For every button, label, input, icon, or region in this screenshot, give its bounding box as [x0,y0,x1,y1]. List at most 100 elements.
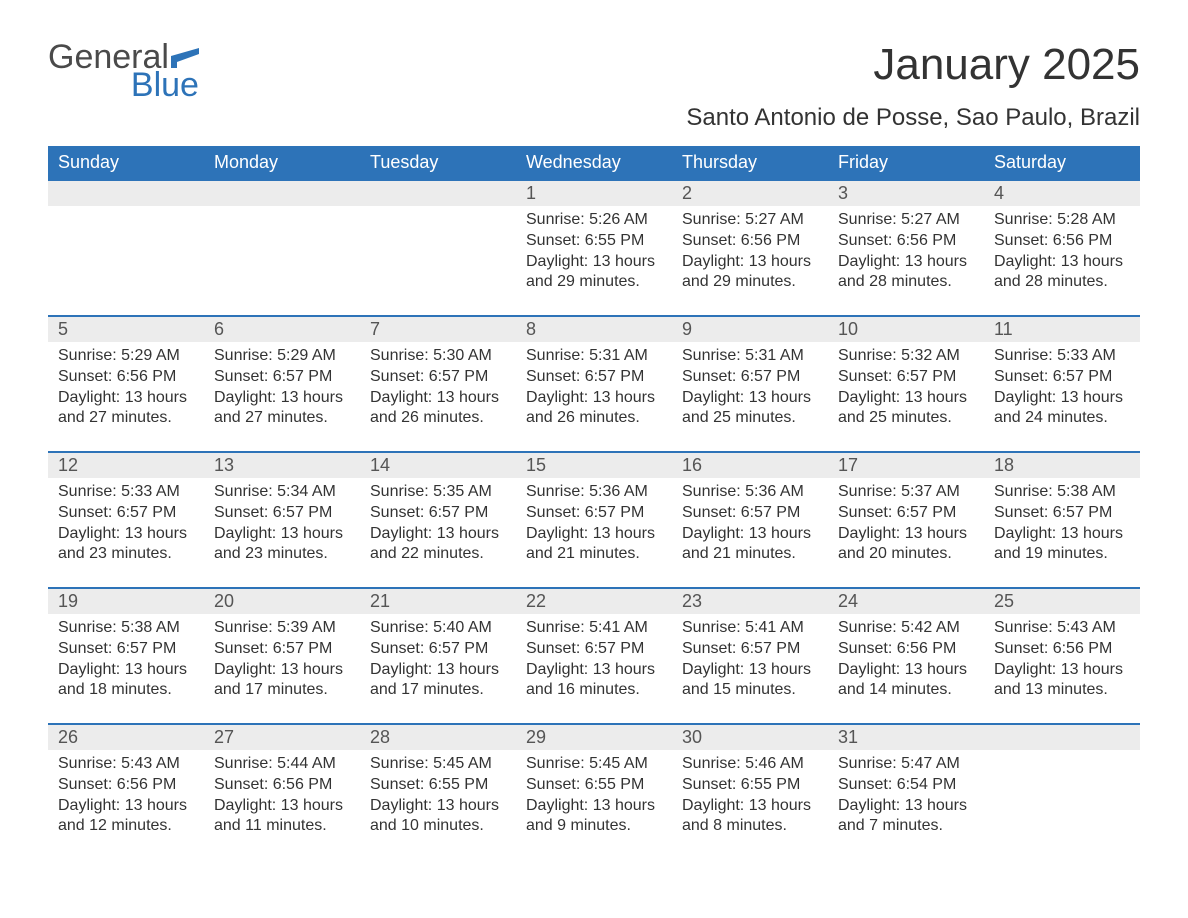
sunrise-text: Sunrise: 5:47 AM [838,754,974,775]
day-content-cell: Sunrise: 5:31 AMSunset: 6:57 PMDaylight:… [516,342,672,452]
day-content-cell: Sunrise: 5:43 AMSunset: 6:56 PMDaylight:… [984,614,1140,724]
sunset-text: Sunset: 6:57 PM [58,503,194,524]
day-number-cell: 24 [828,588,984,614]
day-content-cell: Sunrise: 5:36 AMSunset: 6:57 PMDaylight:… [516,478,672,588]
day-number-cell [984,724,1140,750]
day-number-cell: 7 [360,316,516,342]
daylight-text: Daylight: 13 hours and 7 minutes. [838,796,974,838]
day-number-cell: 11 [984,316,1140,342]
daylight-text: Daylight: 13 hours and 22 minutes. [370,524,506,566]
daylight-text: Daylight: 13 hours and 15 minutes. [682,660,818,702]
sunrise-text: Sunrise: 5:27 AM [838,210,974,231]
weekday-header: Tuesday [360,146,516,180]
weekday-header: Saturday [984,146,1140,180]
daylight-text: Daylight: 13 hours and 26 minutes. [526,388,662,430]
day-content-cell: Sunrise: 5:38 AMSunset: 6:57 PMDaylight:… [984,478,1140,588]
day-content-cell [984,750,1140,860]
weekday-header: Friday [828,146,984,180]
day-number-cell: 25 [984,588,1140,614]
sunrise-text: Sunrise: 5:35 AM [370,482,506,503]
day-content-cell [204,206,360,316]
day-number-cell: 19 [48,588,204,614]
sunrise-text: Sunrise: 5:40 AM [370,618,506,639]
day-number-cell: 5 [48,316,204,342]
day-content-cell: Sunrise: 5:46 AMSunset: 6:55 PMDaylight:… [672,750,828,860]
day-number-cell: 9 [672,316,828,342]
sunrise-text: Sunrise: 5:39 AM [214,618,350,639]
flag-icon [171,48,199,68]
day-content-row: Sunrise: 5:29 AMSunset: 6:56 PMDaylight:… [48,342,1140,452]
sunset-text: Sunset: 6:56 PM [994,639,1130,660]
day-number-cell: 3 [828,180,984,206]
sunrise-text: Sunrise: 5:34 AM [214,482,350,503]
day-content-cell: Sunrise: 5:27 AMSunset: 6:56 PMDaylight:… [672,206,828,316]
sunrise-text: Sunrise: 5:29 AM [214,346,350,367]
sunset-text: Sunset: 6:57 PM [370,503,506,524]
day-number-row: 1234 [48,180,1140,206]
sunrise-text: Sunrise: 5:43 AM [994,618,1130,639]
sunrise-text: Sunrise: 5:31 AM [682,346,818,367]
day-number-cell: 10 [828,316,984,342]
weekday-header: Thursday [672,146,828,180]
day-number-cell: 12 [48,452,204,478]
day-number-cell: 1 [516,180,672,206]
daylight-text: Daylight: 13 hours and 25 minutes. [838,388,974,430]
day-number-cell: 14 [360,452,516,478]
day-content-cell: Sunrise: 5:38 AMSunset: 6:57 PMDaylight:… [48,614,204,724]
location-subtitle: Santo Antonio de Posse, Sao Paulo, Brazi… [686,104,1140,132]
day-number-cell [360,180,516,206]
daylight-text: Daylight: 13 hours and 23 minutes. [58,524,194,566]
daylight-text: Daylight: 13 hours and 9 minutes. [526,796,662,838]
daylight-text: Daylight: 13 hours and 25 minutes. [682,388,818,430]
day-content-cell: Sunrise: 5:44 AMSunset: 6:56 PMDaylight:… [204,750,360,860]
sunset-text: Sunset: 6:56 PM [214,775,350,796]
daylight-text: Daylight: 13 hours and 14 minutes. [838,660,974,702]
sunset-text: Sunset: 6:54 PM [838,775,974,796]
day-content-cell: Sunrise: 5:37 AMSunset: 6:57 PMDaylight:… [828,478,984,588]
day-content-cell: Sunrise: 5:30 AMSunset: 6:57 PMDaylight:… [360,342,516,452]
day-content-cell: Sunrise: 5:45 AMSunset: 6:55 PMDaylight:… [516,750,672,860]
sunrise-text: Sunrise: 5:28 AM [994,210,1130,231]
day-content-cell: Sunrise: 5:32 AMSunset: 6:57 PMDaylight:… [828,342,984,452]
day-content-row: Sunrise: 5:43 AMSunset: 6:56 PMDaylight:… [48,750,1140,860]
sunset-text: Sunset: 6:57 PM [838,367,974,388]
daylight-text: Daylight: 13 hours and 27 minutes. [58,388,194,430]
sunrise-text: Sunrise: 5:33 AM [58,482,194,503]
sunrise-text: Sunrise: 5:36 AM [682,482,818,503]
sunset-text: Sunset: 6:57 PM [838,503,974,524]
day-content-row: Sunrise: 5:38 AMSunset: 6:57 PMDaylight:… [48,614,1140,724]
day-content-cell: Sunrise: 5:43 AMSunset: 6:56 PMDaylight:… [48,750,204,860]
daylight-text: Daylight: 13 hours and 18 minutes. [58,660,194,702]
sunrise-text: Sunrise: 5:37 AM [838,482,974,503]
day-number-cell [204,180,360,206]
day-number-cell: 17 [828,452,984,478]
sunrise-text: Sunrise: 5:45 AM [370,754,506,775]
day-number-cell: 4 [984,180,1140,206]
sunrise-text: Sunrise: 5:33 AM [994,346,1130,367]
day-content-row: Sunrise: 5:26 AMSunset: 6:55 PMDaylight:… [48,206,1140,316]
day-number-cell: 28 [360,724,516,750]
day-content-cell: Sunrise: 5:33 AMSunset: 6:57 PMDaylight:… [984,342,1140,452]
sunrise-text: Sunrise: 5:46 AM [682,754,818,775]
day-content-cell: Sunrise: 5:35 AMSunset: 6:57 PMDaylight:… [360,478,516,588]
day-content-cell: Sunrise: 5:29 AMSunset: 6:56 PMDaylight:… [48,342,204,452]
sunrise-text: Sunrise: 5:29 AM [58,346,194,367]
daylight-text: Daylight: 13 hours and 19 minutes. [994,524,1130,566]
sunset-text: Sunset: 6:57 PM [370,639,506,660]
sunrise-text: Sunrise: 5:30 AM [370,346,506,367]
sunset-text: Sunset: 6:56 PM [994,231,1130,252]
daylight-text: Daylight: 13 hours and 24 minutes. [994,388,1130,430]
day-number-cell [48,180,204,206]
header: General Blue January 2025 Santo Antonio … [48,40,1140,142]
sunrise-text: Sunrise: 5:42 AM [838,618,974,639]
day-number-cell: 18 [984,452,1140,478]
day-content-cell: Sunrise: 5:26 AMSunset: 6:55 PMDaylight:… [516,206,672,316]
sunset-text: Sunset: 6:56 PM [58,367,194,388]
daylight-text: Daylight: 13 hours and 23 minutes. [214,524,350,566]
sunrise-text: Sunrise: 5:32 AM [838,346,974,367]
daylight-text: Daylight: 13 hours and 28 minutes. [994,252,1130,294]
month-title: January 2025 [686,40,1140,90]
day-number-row: 19202122232425 [48,588,1140,614]
day-content-cell: Sunrise: 5:28 AMSunset: 6:56 PMDaylight:… [984,206,1140,316]
daylight-text: Daylight: 13 hours and 20 minutes. [838,524,974,566]
